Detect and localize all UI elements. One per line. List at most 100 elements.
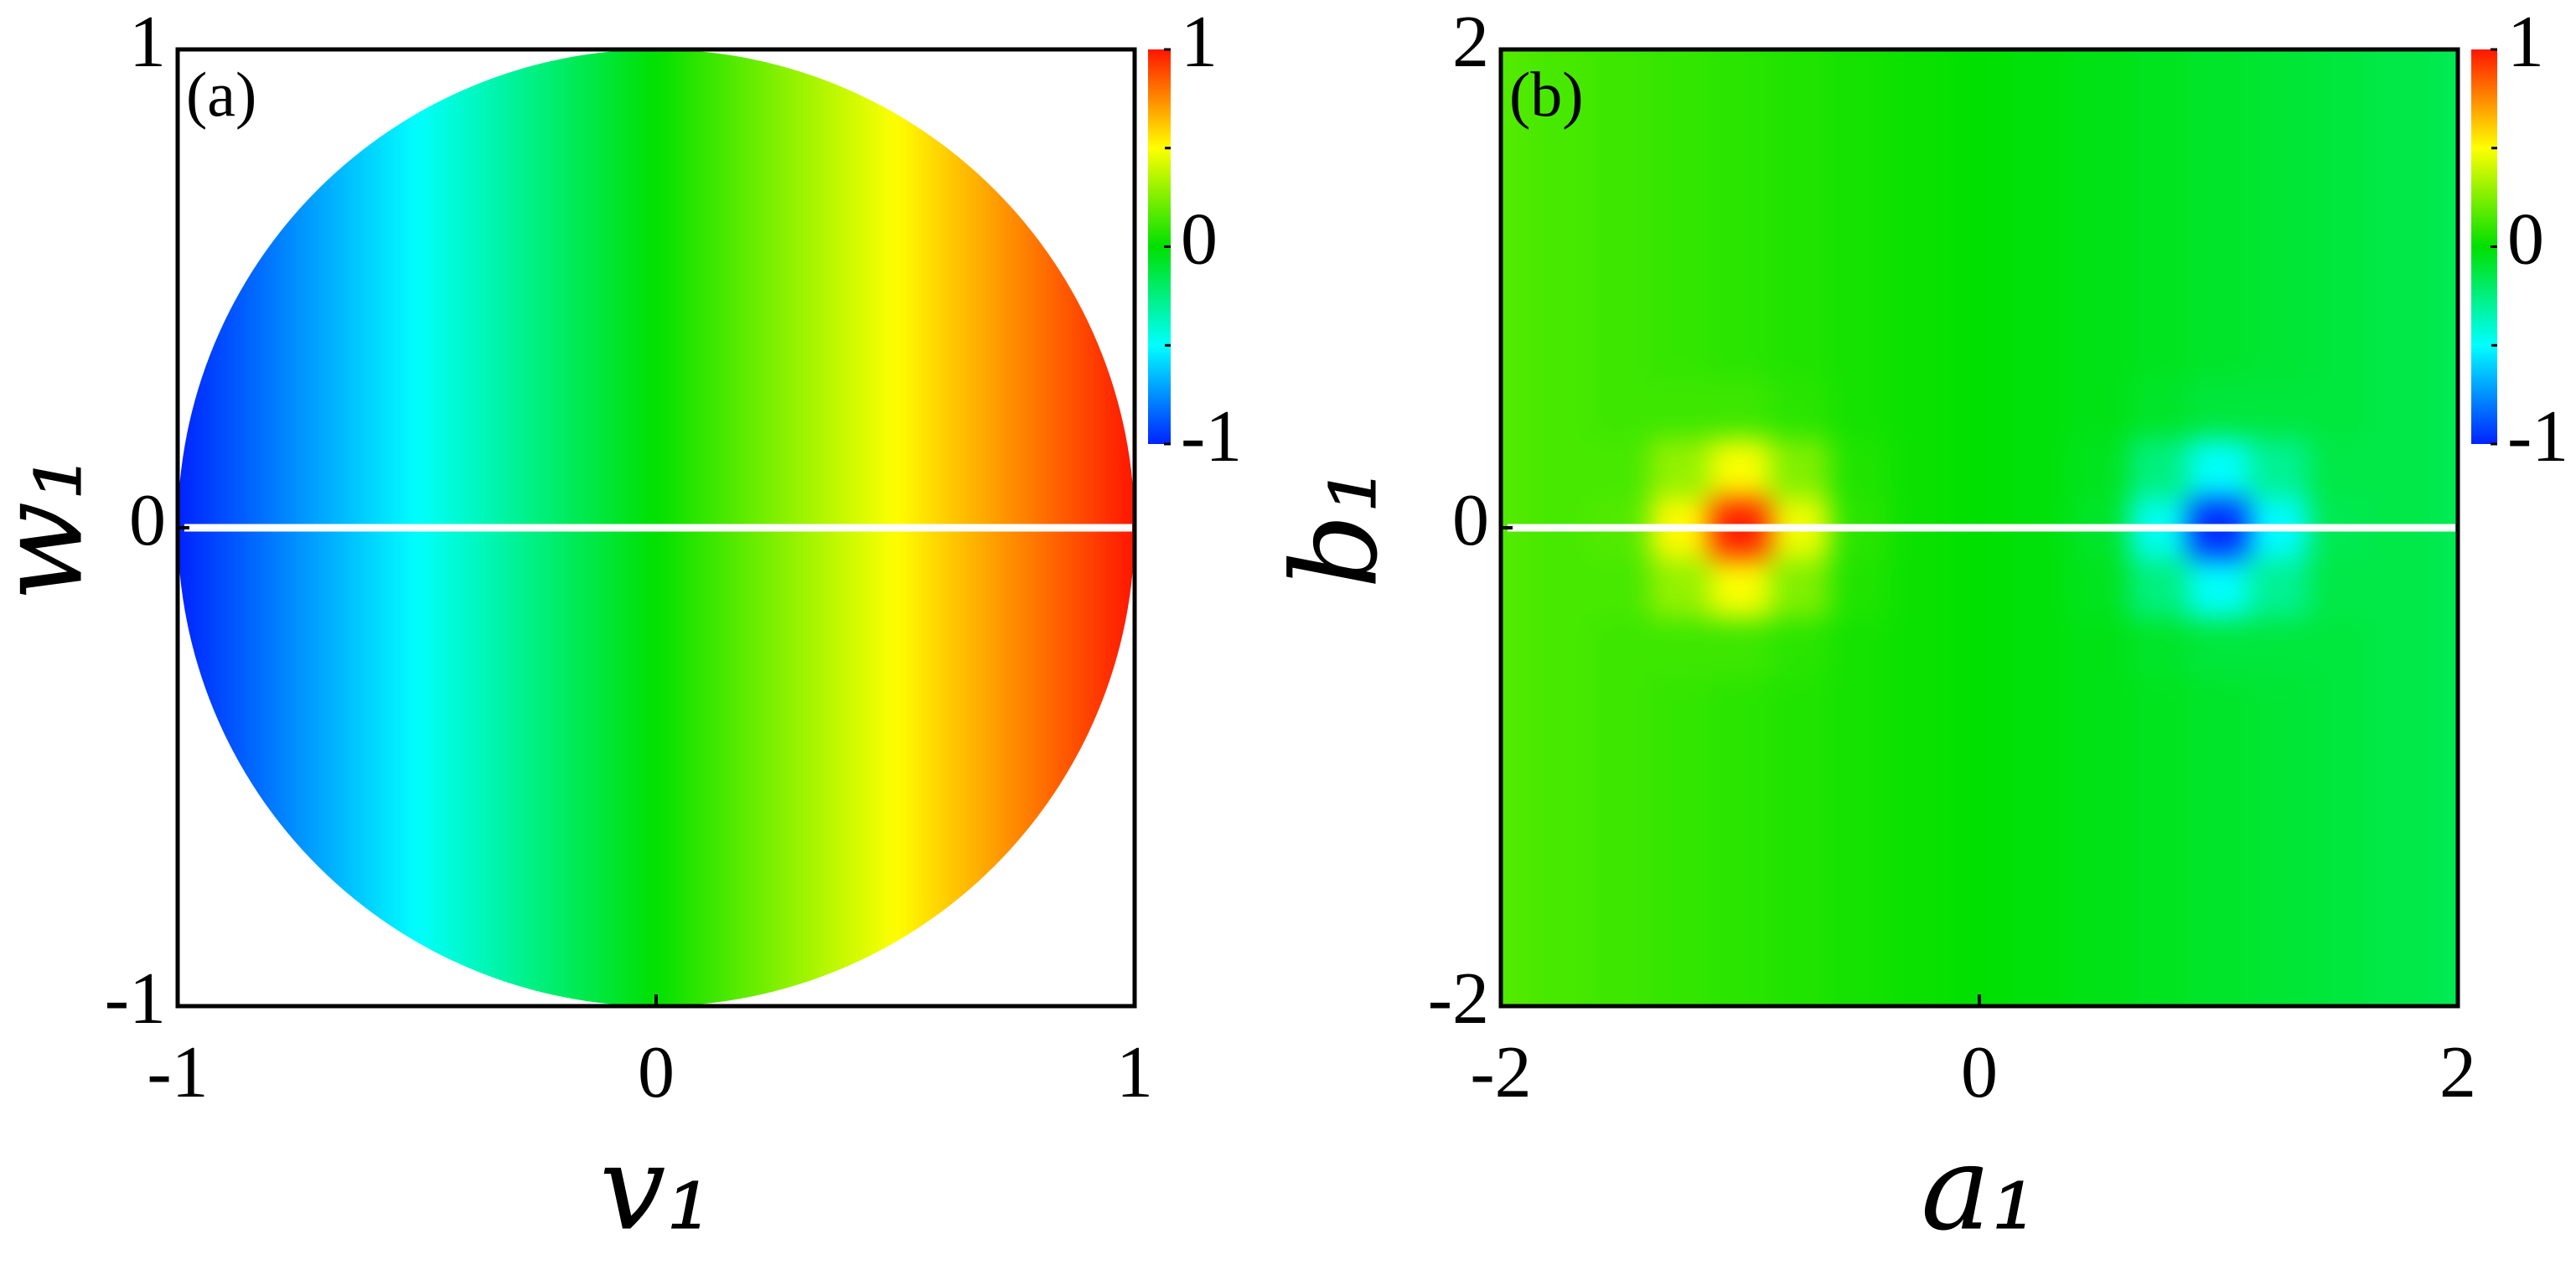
heatmap-cell xyxy=(1770,797,1831,858)
heatmap-column xyxy=(763,49,789,1006)
heatmap-cell xyxy=(1650,677,1711,738)
heatmap-cell xyxy=(1949,916,2010,978)
heatmap-cell xyxy=(1710,736,1772,798)
heatmap-cell xyxy=(2188,378,2250,439)
heatmap-cell xyxy=(1501,79,1532,141)
heatmap-cell xyxy=(1501,976,1532,1006)
heatmap-cell xyxy=(1949,139,2010,200)
heatmap-cell xyxy=(1710,916,1772,978)
heatmap-cell xyxy=(2248,976,2310,1006)
heatmap-cell xyxy=(2428,258,2458,320)
heatmap-cell xyxy=(2129,258,2190,320)
x-tick-label: 1 xyxy=(1116,1032,1153,1113)
heatmap-cell xyxy=(2009,856,2071,917)
heatmap-cell xyxy=(2308,797,2369,858)
heatmap-cell xyxy=(1591,797,1652,858)
heatmap-cell xyxy=(1530,617,1592,679)
heatmap-cell xyxy=(2367,49,2429,80)
heatmap-cell xyxy=(1770,916,1831,978)
heatmap-cell xyxy=(1949,557,2010,619)
heatmap-cell xyxy=(1530,199,1592,260)
heatmap-cell xyxy=(1949,258,2010,320)
heatmap-cell xyxy=(1770,318,1831,380)
heatmap-cell xyxy=(1710,677,1772,738)
panel-label: (b) xyxy=(1509,59,1584,130)
heatmap-cell xyxy=(1530,557,1592,619)
heatmap-cell xyxy=(1501,318,1532,380)
heatmap-cell xyxy=(2248,258,2310,320)
heatmap-cell xyxy=(2308,139,2369,200)
heatmap-cell xyxy=(2308,736,2369,798)
heatmap-cell xyxy=(1710,617,1772,679)
heatmap-cell xyxy=(1770,258,1831,320)
heatmap-column xyxy=(572,49,597,1006)
heatmap-column xyxy=(333,49,359,1006)
y-tick-label: -1 xyxy=(105,958,166,1040)
panel: -1 0 1 -1 0 1 (a) v₁ w₁ -1 0 1 xyxy=(0,2,1242,1257)
heatmap-cell xyxy=(1591,378,1652,439)
heatmap-cell xyxy=(2308,916,2369,978)
colorbar-tick-label: -1 xyxy=(1181,396,1242,478)
heatmap-cell xyxy=(2367,139,2429,200)
heatmap-cell xyxy=(1889,677,1951,738)
heatmap-cell xyxy=(2009,677,2071,738)
heatmap-cell xyxy=(2428,677,2458,738)
heatmap-cell xyxy=(1949,797,2010,858)
heatmap-cell xyxy=(2069,378,2130,439)
heatmap-cell xyxy=(1889,617,1951,679)
heatmap-cell xyxy=(2248,856,2310,917)
heatmap-cell xyxy=(1501,677,1532,738)
heatmap-cell xyxy=(1650,79,1711,141)
heatmap-column xyxy=(524,49,550,1006)
heatmap-cell xyxy=(1889,258,1951,320)
heatmap-cell xyxy=(2428,557,2458,619)
heatmap-cell xyxy=(2129,139,2190,200)
heatmap-cell xyxy=(1829,437,1891,499)
heatmap-cell xyxy=(1591,557,1652,619)
heatmap-cell xyxy=(1591,49,1652,80)
heatmap-cell xyxy=(2188,139,2250,200)
heatmap-cell xyxy=(2428,318,2458,380)
heatmap-cell xyxy=(1591,736,1652,798)
heatmap-cell xyxy=(1650,916,1711,978)
heatmap-cell xyxy=(1829,79,1891,141)
heatmap-cell xyxy=(2428,617,2458,679)
heatmap-cell xyxy=(2308,49,2369,80)
x-tick-label: 0 xyxy=(1961,1032,1998,1113)
heatmap-cell xyxy=(2069,797,2130,858)
heatmap-cell xyxy=(2069,437,2130,499)
heatmap-cell xyxy=(2367,736,2429,798)
heatmap-column xyxy=(691,49,717,1006)
heatmap-cell xyxy=(2009,49,2071,80)
x-tick-label: -2 xyxy=(1470,1032,1531,1113)
heatmap-cell xyxy=(2069,49,2130,80)
colorbar-tick-label: 1 xyxy=(1181,2,1218,83)
heatmap-cell xyxy=(1710,139,1772,200)
heatmap-cell xyxy=(2069,258,2130,320)
heatmap-cell xyxy=(2367,199,2429,260)
heatmap-cell xyxy=(1889,856,1951,917)
heatmap-cell xyxy=(1710,199,1772,260)
panel-label: (a) xyxy=(186,59,256,130)
heatmap-cell xyxy=(1949,617,2010,679)
heatmap-cell xyxy=(2308,378,2369,439)
heatmap-cell xyxy=(2308,318,2369,380)
heatmap-cell xyxy=(1949,49,2010,80)
heatmap-cell xyxy=(1829,976,1891,1006)
heatmap-cell xyxy=(1650,199,1711,260)
heatmap-cell xyxy=(2428,916,2458,978)
heatmap-cell xyxy=(1501,797,1532,858)
heatmap-cell xyxy=(1889,736,1951,798)
heatmap-cell xyxy=(1591,677,1652,738)
heatmap-cell xyxy=(1829,617,1891,679)
heatmap-cell xyxy=(1770,49,1831,80)
panel: -2 0 2 -2 0 2 (b) a₁ b₁ -1 0 1 xyxy=(1268,2,2569,1257)
heatmap-cell xyxy=(1591,199,1652,260)
heatmap-cell xyxy=(1770,856,1831,917)
heatmap-cell xyxy=(1949,437,2010,499)
heatmap-cell xyxy=(2129,557,2190,619)
heatmap-cell xyxy=(1710,557,1772,619)
heatmap-cell xyxy=(2069,856,2130,917)
heatmap-cell xyxy=(2129,797,2190,858)
heatmap-cell xyxy=(2308,557,2369,619)
